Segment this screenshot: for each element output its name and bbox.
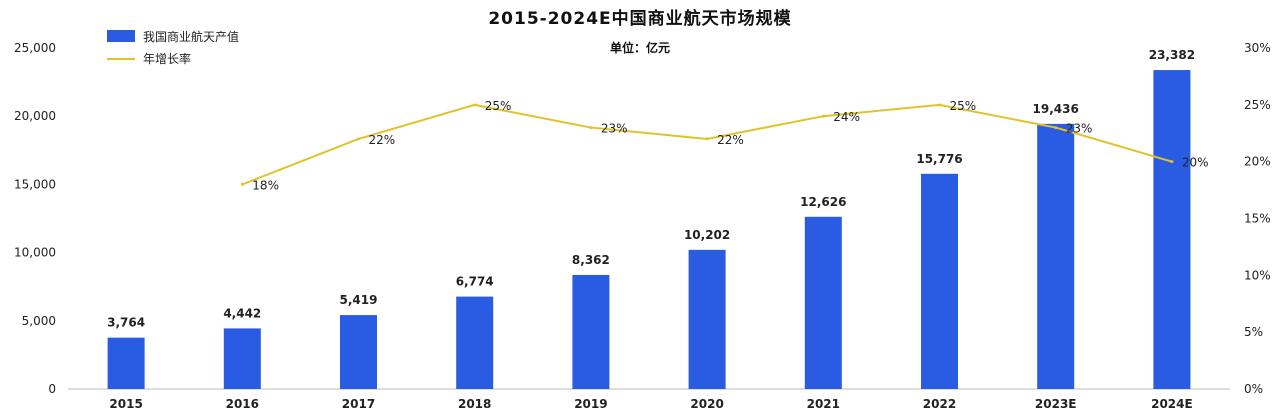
growth-rate-label: 23%	[601, 122, 628, 136]
growth-rate-point	[821, 114, 825, 118]
growth-rate-label: 23%	[1066, 122, 1093, 136]
bar-value-label: 19,436	[1033, 102, 1079, 116]
growth-rate-point	[705, 137, 709, 141]
growth-rate-point	[357, 137, 360, 141]
x-tick-label: 2018	[458, 397, 491, 411]
bar-value-label: 5,419	[340, 293, 378, 307]
bar-value-label: 6,774	[456, 275, 494, 289]
bar	[688, 249, 726, 389]
growth-rate-point	[1170, 160, 1174, 164]
bar	[804, 216, 842, 389]
x-tick-label: 2022	[923, 397, 956, 411]
growth-rate-point	[589, 126, 593, 130]
growth-rate-label: 22%	[369, 133, 396, 147]
growth-rate-label: 24%	[833, 110, 860, 124]
bar	[340, 315, 377, 389]
chart-subtitle: 单位：亿元	[610, 40, 670, 55]
growth-rate-label: 25%	[485, 99, 512, 113]
x-tick-label: 2019	[574, 397, 607, 411]
bar	[572, 274, 610, 389]
bar	[456, 296, 494, 389]
bar-value-label: 12,626	[800, 195, 846, 209]
y-right-tick-label: 25%	[1244, 98, 1271, 112]
legend-bar-label: 我国商业航天产值	[143, 29, 239, 44]
bar	[107, 337, 145, 389]
y-left-tick-label: 10,000	[14, 246, 56, 260]
bar-value-label: 15,776	[916, 152, 962, 166]
bar-value-label: 4,442	[223, 306, 261, 320]
x-tick-label: 2017	[342, 397, 375, 411]
bar	[223, 328, 261, 389]
bar-value-label: 23,382	[1149, 48, 1195, 62]
y-right-tick-label: 0%	[1244, 382, 1263, 396]
legend: 我国商业航天产值 年增长率	[107, 29, 239, 66]
x-tick-label: 2023E	[1035, 397, 1077, 411]
y-left-tick-label: 5,000	[22, 314, 56, 328]
legend-bar-swatch	[107, 30, 135, 42]
growth-rate-label: 20%	[1182, 156, 1209, 170]
bar-value-label: 8,362	[572, 253, 610, 267]
growth-rate-label: 22%	[717, 133, 744, 147]
plot-area: 0 5,000 10,000 15,000 20,000 25,000 0% 5% 10% 15%…	[14, 41, 1271, 411]
x-tick-label: 2020	[690, 397, 723, 411]
y-right-tick-label: 30%	[1244, 41, 1271, 55]
growth-rate-label: 25%	[950, 99, 977, 113]
x-tick-label: 2021	[807, 397, 840, 411]
bar	[921, 173, 958, 389]
x-tick-label: 2015	[109, 397, 142, 411]
y-left-tick-label: 20,000	[14, 109, 56, 123]
bar	[1153, 70, 1191, 389]
bar-value-label: 10,202	[684, 228, 730, 242]
y-right-tick-label: 20%	[1244, 155, 1271, 169]
growth-rate-point	[240, 182, 244, 186]
y-right-tick-label: 10%	[1244, 268, 1271, 282]
x-tick-label: 2016	[226, 397, 259, 411]
chart-title: 2015-2024E中国商业航天市场规模	[488, 8, 791, 29]
y-left-tick-label: 15,000	[14, 177, 56, 191]
y-right-tick-label: 15%	[1244, 212, 1271, 226]
y-right-tick-label: 5%	[1244, 325, 1263, 339]
growth-rate-point	[938, 103, 941, 107]
growth-rate-label: 18%	[252, 178, 279, 192]
bar-value-label: 3,764	[107, 316, 145, 330]
growth-rate-point	[1054, 126, 1058, 130]
y-left-tick-label: 0	[48, 382, 56, 396]
growth-rate-point	[473, 103, 477, 107]
x-tick-label: 2024E	[1151, 397, 1193, 411]
y-left-tick-label: 25,000	[14, 41, 56, 55]
legend-line-label: 年增长率	[143, 51, 191, 66]
bar	[1037, 123, 1075, 390]
